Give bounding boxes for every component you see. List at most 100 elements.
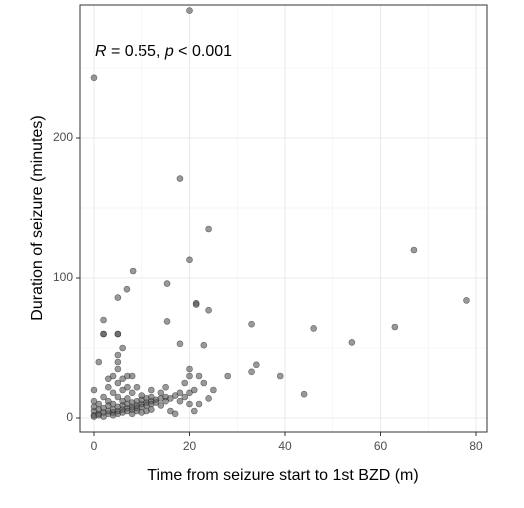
point xyxy=(124,395,131,402)
point xyxy=(200,379,208,387)
point xyxy=(114,379,122,387)
point xyxy=(190,407,198,415)
point xyxy=(192,301,200,308)
point xyxy=(163,318,171,325)
panel-border xyxy=(79,4,488,433)
point xyxy=(109,372,117,380)
annotation-part: p xyxy=(164,43,174,60)
point xyxy=(167,407,174,415)
point xyxy=(90,74,98,82)
point xyxy=(210,386,217,394)
point xyxy=(167,395,174,402)
y-tick-label: 0 xyxy=(66,410,73,424)
point xyxy=(186,365,193,373)
point xyxy=(100,393,107,401)
point xyxy=(176,389,184,397)
point xyxy=(90,397,98,405)
point xyxy=(114,294,122,301)
y-tick-label: 100 xyxy=(53,270,73,284)
point xyxy=(276,372,284,380)
point xyxy=(100,413,107,420)
x-tick-label: 80 xyxy=(469,439,483,453)
point xyxy=(186,400,193,408)
point xyxy=(176,340,184,348)
annotation-part: R xyxy=(95,43,107,60)
point xyxy=(129,267,137,275)
point xyxy=(114,351,122,359)
point xyxy=(100,316,107,324)
point xyxy=(186,372,193,380)
point xyxy=(181,379,189,387)
point xyxy=(90,386,98,394)
point xyxy=(248,368,255,376)
point xyxy=(463,297,470,304)
point xyxy=(157,389,165,397)
point xyxy=(205,306,212,314)
point xyxy=(138,392,146,399)
point xyxy=(100,330,107,338)
point xyxy=(248,320,255,328)
point xyxy=(162,383,169,391)
point xyxy=(348,339,356,346)
point xyxy=(128,372,136,380)
annotation-part: < 0.001 xyxy=(174,43,232,60)
point xyxy=(119,375,126,383)
point xyxy=(171,410,179,418)
point xyxy=(205,225,212,233)
point xyxy=(100,404,107,412)
point xyxy=(109,400,117,408)
x-tick-label: 40 xyxy=(278,439,292,453)
point xyxy=(163,280,171,287)
y-axis-title: Duration of seizure (minutes) xyxy=(29,115,46,320)
point xyxy=(186,256,193,264)
point xyxy=(105,383,112,391)
point xyxy=(114,393,122,401)
point xyxy=(119,386,126,394)
point xyxy=(205,395,212,402)
point xyxy=(114,358,122,366)
point xyxy=(195,372,203,380)
point xyxy=(95,400,103,408)
point xyxy=(114,330,122,338)
point xyxy=(171,392,179,399)
x-tick-label: 20 xyxy=(183,439,197,453)
point xyxy=(147,406,155,413)
annotation: R = 0.55, p < 0.001 xyxy=(95,43,232,60)
point xyxy=(128,410,136,418)
point xyxy=(195,400,203,408)
point xyxy=(119,397,126,405)
point xyxy=(119,344,126,352)
point xyxy=(410,246,418,254)
point xyxy=(253,361,260,369)
point xyxy=(114,365,122,373)
point xyxy=(152,399,160,406)
point xyxy=(391,323,399,331)
point xyxy=(95,358,103,366)
y-tick-label: 200 xyxy=(53,130,73,144)
point xyxy=(200,341,208,349)
point xyxy=(224,372,232,380)
point xyxy=(105,397,112,405)
point xyxy=(123,285,131,293)
annotation-part: = 0.55, xyxy=(107,43,165,60)
point xyxy=(157,402,165,409)
point xyxy=(310,325,317,332)
point xyxy=(186,7,193,14)
point xyxy=(176,397,184,405)
point xyxy=(162,397,169,405)
point xyxy=(128,389,136,397)
point xyxy=(181,393,189,401)
x-tick-label: 60 xyxy=(374,439,388,453)
x-tick-label: 0 xyxy=(91,439,98,453)
point xyxy=(300,390,308,398)
point xyxy=(109,389,117,397)
point xyxy=(133,383,141,391)
point xyxy=(147,393,155,401)
x-axis-title: Time from seizure start to 1st BZD (m) xyxy=(147,467,418,484)
point xyxy=(147,386,155,394)
point xyxy=(186,389,193,397)
point xyxy=(124,383,131,391)
point xyxy=(190,386,198,394)
point xyxy=(176,175,184,182)
